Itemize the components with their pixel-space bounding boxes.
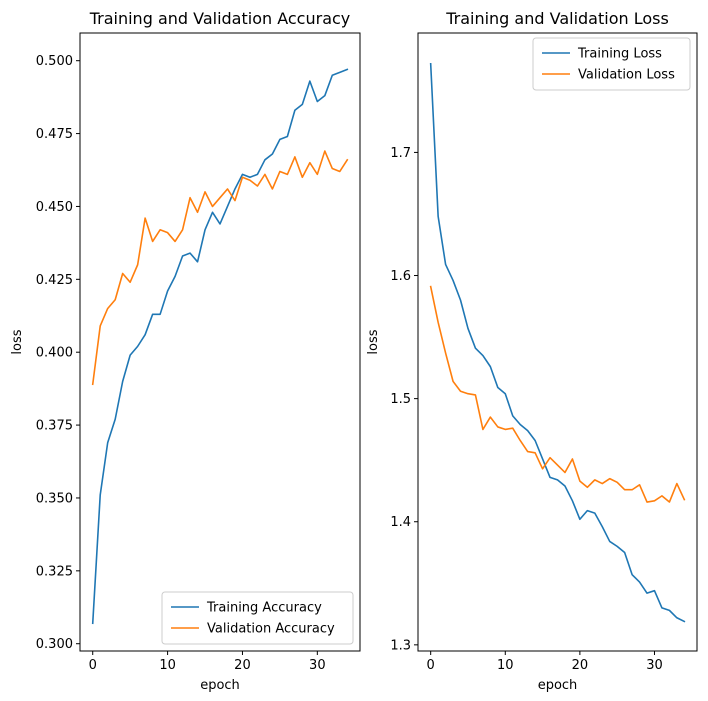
x-tick-label: 0 bbox=[89, 658, 97, 673]
x-tick-label: 20 bbox=[572, 658, 589, 673]
series-line-validation-accuracy bbox=[91, 150, 349, 386]
y-tick-label: 1.7 bbox=[390, 146, 411, 161]
chart-panel-2: Training and Validation Loss 0 10 20 30 1.3 1.… bbox=[366, 9, 698, 693]
y-tick-label: 1.4 bbox=[390, 515, 411, 530]
legend: Training Accuracy Validation Accuracy bbox=[161, 591, 354, 645]
y-tick-label: 0.475 bbox=[36, 127, 73, 142]
y-tick-label: 0.400 bbox=[36, 346, 73, 361]
y-tick-label: 0.450 bbox=[36, 200, 73, 215]
y-tick-label: 0.350 bbox=[36, 491, 73, 506]
series-line-validation-loss bbox=[429, 285, 686, 503]
series-line-training-accuracy bbox=[91, 68, 349, 625]
y-tick-label: 0.425 bbox=[36, 273, 73, 288]
x-tick-label: 10 bbox=[497, 658, 514, 673]
legend-label: Validation Loss bbox=[578, 68, 675, 83]
plot-frame bbox=[417, 32, 698, 652]
plot-frame bbox=[79, 32, 361, 652]
x-tick-label: 10 bbox=[159, 658, 176, 673]
chart-title: Training and Validation Loss bbox=[445, 9, 669, 28]
legend: Training Loss Validation Loss bbox=[532, 37, 691, 91]
x-axis-label: epoch bbox=[538, 678, 578, 693]
x-tick-label: 20 bbox=[234, 658, 251, 673]
chart-panel-1: Training and Validation Accuracy 0 10 20 30 0… bbox=[10, 9, 361, 693]
x-tick-label: 30 bbox=[309, 658, 326, 673]
y-tick-label: 1.5 bbox=[390, 392, 411, 407]
y-tick-label: 0.375 bbox=[36, 419, 73, 434]
legend-box bbox=[532, 37, 691, 91]
x-axis-label: epoch bbox=[200, 678, 240, 693]
legend-box bbox=[161, 591, 354, 645]
y-tick-label: 1.3 bbox=[390, 638, 411, 653]
series-line-training-loss bbox=[429, 62, 686, 623]
legend-label: Training Accuracy bbox=[206, 601, 322, 616]
y-tick-label: 0.300 bbox=[36, 637, 73, 652]
y-tick-label: 1.6 bbox=[390, 269, 411, 284]
x-tick-label: 0 bbox=[427, 658, 435, 673]
y-axis-label: loss bbox=[366, 329, 381, 354]
y-tick-label: 0.500 bbox=[36, 54, 73, 69]
y-tick-label: 0.325 bbox=[36, 564, 73, 579]
legend-label: Training Loss bbox=[577, 47, 662, 62]
y-axis-label: loss bbox=[10, 329, 25, 354]
x-tick-label: 30 bbox=[646, 658, 663, 673]
legend-label: Validation Accuracy bbox=[207, 622, 335, 637]
chart-title: Training and Validation Accuracy bbox=[89, 9, 351, 28]
